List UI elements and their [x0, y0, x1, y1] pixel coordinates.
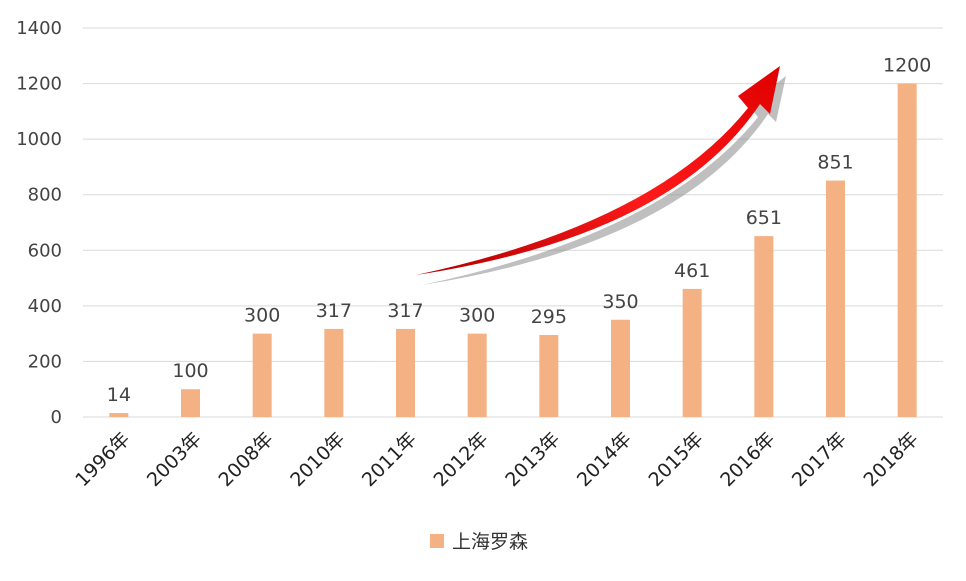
data-label: 651 [746, 207, 782, 229]
x-tick-label: 2003年 [143, 428, 206, 491]
y-tick-label: 200 [28, 351, 62, 372]
x-tick-label: 2011年 [358, 428, 421, 491]
bar [252, 333, 272, 417]
data-label: 295 [531, 306, 567, 328]
x-tick-label: 2013年 [501, 428, 564, 491]
bar [109, 413, 129, 417]
data-label: 851 [817, 152, 853, 174]
data-label: 317 [316, 300, 352, 322]
bar [754, 236, 774, 417]
data-label: 300 [459, 305, 495, 327]
x-tick-label: 2017年 [788, 428, 851, 491]
bar [396, 328, 415, 417]
data-labels: 14 100 300 317 317 300 295 350 461 651 851 1200 [107, 55, 932, 407]
legend: 上海罗森 [430, 531, 528, 553]
y-tick-label: 600 [28, 240, 62, 261]
data-label: 350 [602, 291, 638, 313]
y-tick-label: 1000 [16, 129, 62, 150]
x-tick-label: 2010年 [286, 428, 349, 491]
legend-swatch [430, 534, 444, 548]
y-tick-label: 1400 [16, 18, 62, 39]
x-tick-label: 2016年 [716, 428, 779, 491]
bars [109, 83, 917, 418]
bar [467, 333, 487, 417]
x-tick-label: 2014年 [573, 428, 636, 491]
x-tick-label: 2012年 [430, 428, 493, 491]
bar [324, 328, 344, 417]
x-tick-label: 2018年 [860, 428, 923, 491]
data-label: 317 [387, 300, 423, 322]
y-axis: 0 200 400 600 800 1000 1200 1400 [16, 18, 62, 428]
bar [539, 335, 559, 417]
y-tick-label: 1200 [16, 74, 62, 95]
x-tick-label: 2008年 [215, 428, 278, 491]
growth-arrow-shadow [422, 76, 786, 285]
bar [897, 83, 917, 418]
gridlines [83, 27, 943, 418]
bar [826, 180, 845, 417]
data-label: 1200 [883, 55, 931, 77]
growth-arrow-body [416, 66, 780, 275]
data-label: 14 [107, 384, 131, 406]
x-tick-label: 1996年 [71, 428, 134, 491]
bar [181, 389, 200, 417]
x-axis: 1996年 2003年 2008年 2010年 2011年 2012年 2013年 2014年… [71, 428, 923, 491]
bar [682, 288, 702, 417]
y-tick-label: 0 [51, 407, 62, 428]
y-tick-label: 400 [28, 296, 62, 317]
data-label: 461 [674, 260, 710, 282]
bar [611, 319, 630, 417]
growth-arrow [416, 66, 786, 285]
data-label: 100 [172, 360, 208, 382]
x-tick-label: 2015年 [645, 428, 708, 491]
legend-label: 上海罗森 [452, 531, 528, 553]
y-tick-label: 800 [28, 185, 62, 206]
data-label: 300 [244, 305, 280, 327]
